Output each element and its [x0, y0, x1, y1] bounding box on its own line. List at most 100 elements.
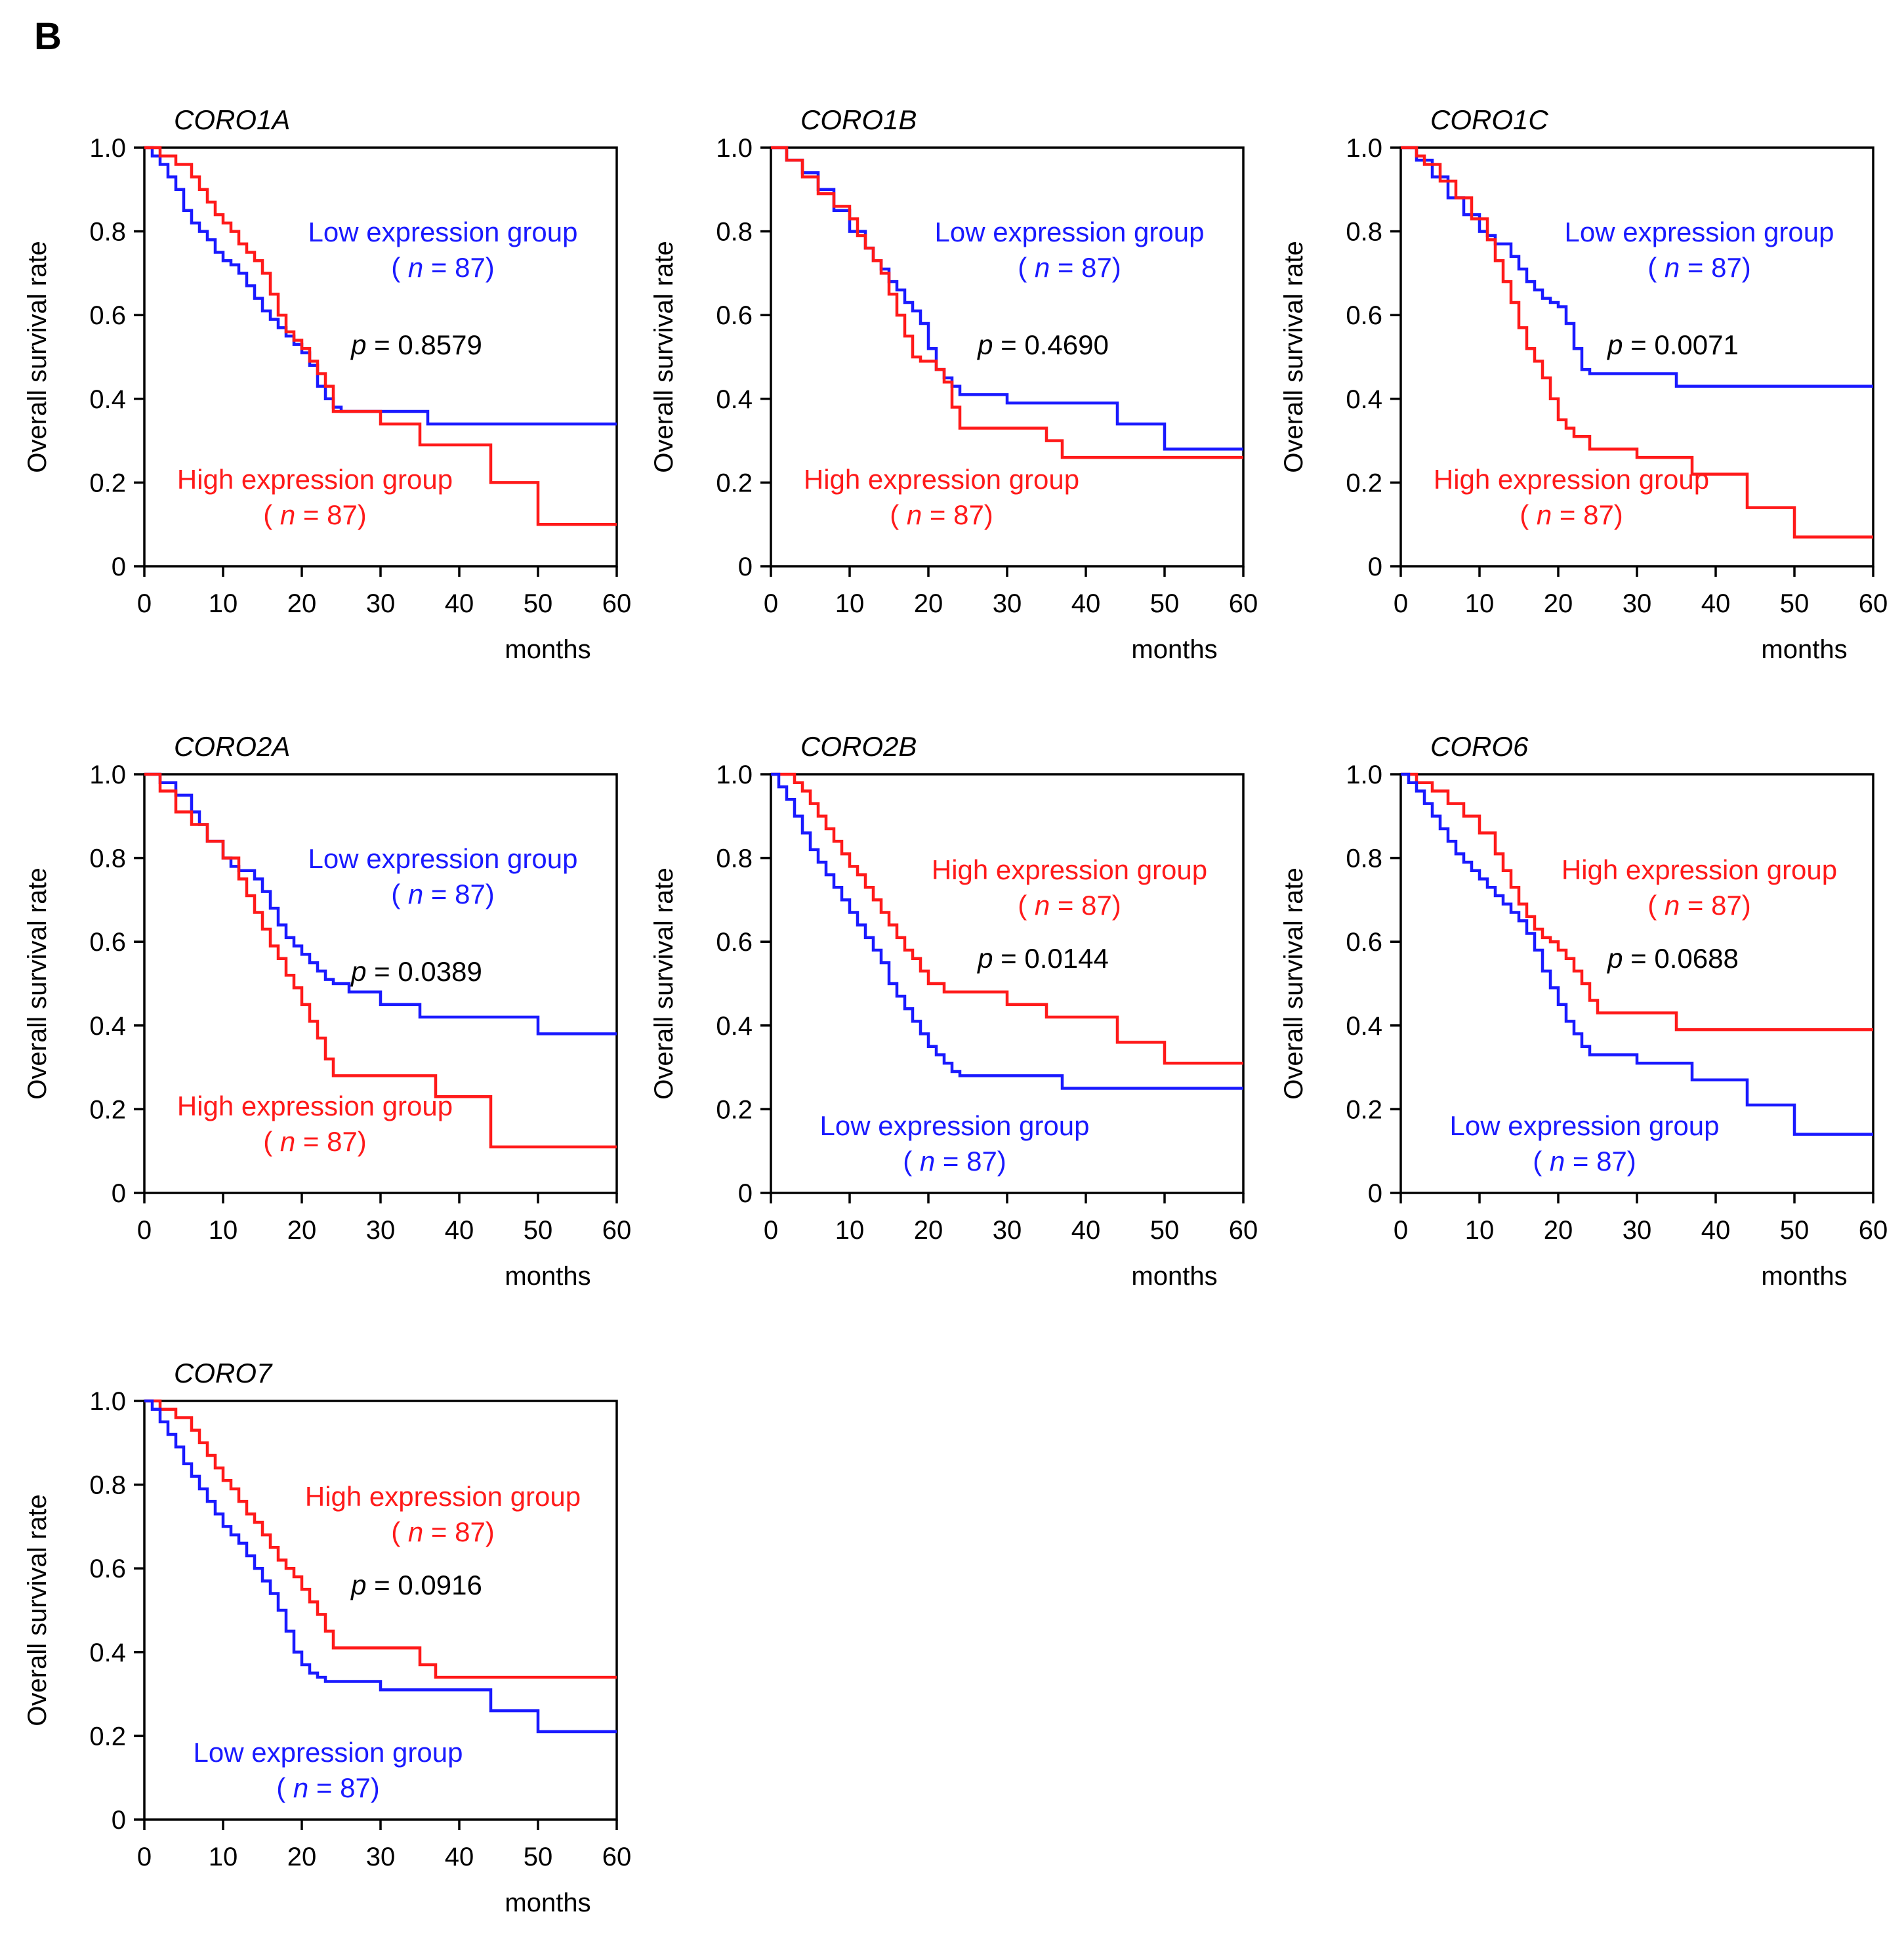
y-tick-label: 0.8	[716, 844, 753, 873]
series-line-high	[1401, 772, 1873, 1032]
y-tick-label: 0.4	[716, 1012, 753, 1041]
x-tick-label: 30	[366, 589, 396, 618]
x-tick-label: 30	[1623, 1216, 1652, 1245]
y-tick-label: 0.6	[89, 1554, 126, 1583]
group-label-low: Low expression group	[194, 1737, 463, 1768]
x-tick-label: 50	[1780, 589, 1810, 618]
p-value: p = 0.0916	[350, 1570, 482, 1600]
y-tick-label: 0.2	[1346, 469, 1382, 497]
x-axis-label: months	[505, 1262, 590, 1291]
x-axis-label: months	[505, 1888, 590, 1917]
x-tick-label: 40	[445, 589, 474, 618]
group-n-low: ( n = 87)	[1647, 252, 1751, 283]
x-tick-label: 20	[1544, 589, 1573, 618]
chart-title: CORO1B	[800, 104, 917, 135]
x-tick-label: 10	[209, 589, 238, 618]
y-tick-label: 0.4	[1346, 385, 1382, 414]
y-tick-label: 0.4	[716, 385, 753, 414]
group-label-high: High expression group	[305, 1481, 581, 1512]
x-tick-label: 40	[445, 1843, 474, 1871]
x-tick-label: 20	[914, 589, 943, 618]
y-tick-label: 0.4	[89, 1638, 126, 1667]
group-n-low: ( n = 87)	[391, 252, 495, 283]
y-tick-label: 1.0	[1346, 761, 1382, 789]
x-tick-label: 60	[602, 1216, 632, 1245]
group-n-high: ( n = 87)	[1647, 890, 1751, 921]
group-n-low: ( n = 87)	[1018, 252, 1121, 283]
y-tick-label: 0	[1368, 553, 1382, 581]
x-tick-label: 20	[287, 589, 317, 618]
x-tick-label: 40	[445, 1216, 474, 1245]
y-tick-label: 0.6	[1346, 928, 1382, 957]
x-tick-label: 50	[524, 1843, 553, 1871]
y-tick-label: 0.2	[89, 469, 126, 497]
x-tick-label: 60	[1859, 589, 1888, 618]
group-label-high: High expression group	[932, 854, 1207, 885]
series-line-high	[144, 146, 617, 526]
x-tick-label: 40	[1071, 589, 1101, 618]
group-label-high: High expression group	[804, 464, 1079, 495]
group-label-low: Low expression group	[1565, 217, 1834, 247]
x-tick-label: 10	[1465, 589, 1495, 618]
y-tick-label: 0.4	[89, 1012, 126, 1041]
y-tick-label: 0.8	[716, 218, 753, 247]
x-tick-label: 10	[209, 1843, 238, 1871]
group-label-low: Low expression group	[935, 217, 1205, 247]
group-n-high: ( n = 87)	[263, 1126, 367, 1157]
chart-coro1a: CORO1A 0 10 20 30 40 50 60 0 0.2 0.4 0.6 0.8 1.0 month…	[23, 104, 631, 664]
group-label-high: High expression group	[1434, 464, 1709, 495]
y-tick-label: 1.0	[1346, 134, 1382, 163]
y-tick-label: 1.0	[89, 134, 126, 163]
x-tick-label: 20	[1544, 1216, 1573, 1245]
y-tick-label: 0.2	[89, 1095, 126, 1124]
y-tick-label: 0.6	[89, 928, 126, 957]
x-tick-label: 50	[1150, 589, 1180, 618]
y-tick-label: 0.2	[1346, 1095, 1382, 1124]
y-axis-label: Overall survival rate	[1279, 241, 1308, 472]
x-axis-label: months	[1131, 635, 1217, 664]
group-n-low: ( n = 87)	[391, 879, 495, 909]
chart-coro1b: CORO1B 0 10 20 30 40 50 60 0 0.2 0.4 0.6 0.8 1.0 month…	[650, 104, 1258, 664]
p-value: p = 0.0688	[1606, 943, 1739, 974]
group-label-low: Low expression group	[308, 217, 578, 247]
group-n-high: ( n = 87)	[263, 499, 367, 530]
group-n-high: ( n = 87)	[890, 499, 993, 530]
x-tick-label: 30	[1623, 589, 1652, 618]
series-line-low	[144, 1399, 617, 1734]
x-tick-label: 50	[524, 1216, 553, 1245]
x-axis-label: months	[1761, 1262, 1847, 1291]
x-tick-label: 40	[1701, 589, 1731, 618]
x-tick-label: 60	[1229, 1216, 1258, 1245]
chart-coro6: CORO6 0 10 20 30 40 50 60 0 0.2 0.4 0.6 0.8 1.0 months…	[1279, 731, 1888, 1291]
y-tick-label: 0	[112, 553, 126, 581]
x-tick-label: 50	[524, 589, 553, 618]
chart-coro2b: CORO2B 0 10 20 30 40 50 60 0 0.2 0.4 0.6 0.8 1.0 month…	[650, 731, 1258, 1291]
y-tick-label: 1.0	[89, 1387, 126, 1416]
y-tick-label: 0.4	[89, 385, 126, 414]
series-line-high	[144, 772, 617, 1149]
group-n-high: ( n = 87)	[1018, 890, 1121, 921]
panel-label: B	[34, 15, 62, 58]
p-value: p = 0.0071	[1606, 329, 1739, 360]
x-tick-label: 50	[1150, 1216, 1180, 1245]
y-axis-label: Overall survival rate	[1279, 867, 1308, 1099]
y-axis-label: Overall survival rate	[23, 867, 52, 1099]
x-tick-label: 10	[835, 589, 865, 618]
x-tick-label: 0	[1394, 589, 1408, 618]
x-tick-label: 10	[835, 1216, 865, 1245]
chart-coro7: CORO7 0 10 20 30 40 50 60 0 0.2 0.4 0.6 0.8 1.0 months…	[23, 1358, 631, 1917]
chart-coro2a: CORO2A 0 10 20 30 40 50 60 0 0.2 0.4 0.6 0.8 1.0 month…	[23, 731, 631, 1291]
group-n-low: ( n = 87)	[1533, 1146, 1636, 1177]
y-axis-label: Overall survival rate	[23, 1494, 52, 1726]
x-tick-label: 60	[1229, 589, 1258, 618]
y-tick-label: 1.0	[716, 134, 753, 163]
y-tick-label: 0.2	[89, 1722, 126, 1751]
x-tick-label: 30	[366, 1843, 396, 1871]
group-label-low: Low expression group	[308, 843, 578, 874]
y-axis-label: Overall survival rate	[23, 241, 52, 472]
series-line-low	[771, 772, 1243, 1090]
y-tick-label: 0	[112, 1806, 126, 1835]
group-label-high: High expression group	[177, 464, 453, 495]
chart-coro1c: CORO1C 0 10 20 30 40 50 60 0 0.2 0.4 0.6 0.8 1.0 month…	[1279, 104, 1888, 664]
group-n-low: ( n = 87)	[903, 1146, 1006, 1177]
